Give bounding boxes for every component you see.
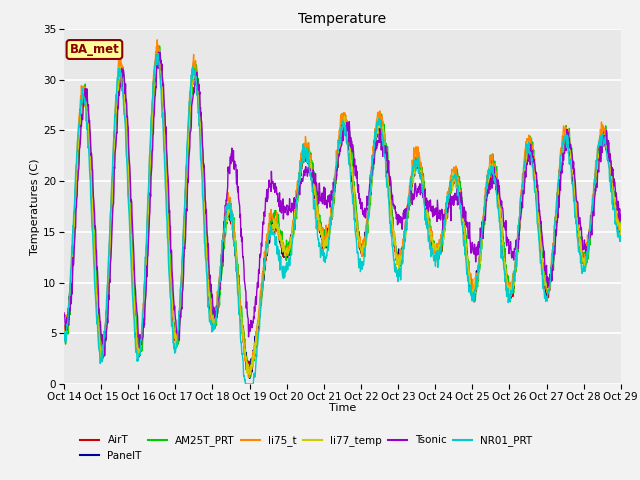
NR01_PRT <box>60 329 68 335</box>
PanelT <box>60 325 68 331</box>
NR01_PRT <box>429 255 437 261</box>
Line: AirT: AirT <box>64 56 621 377</box>
AM25T_PRT <box>156 43 163 49</box>
li75_t <box>171 336 179 341</box>
Line: NR01_PRT: NR01_PRT <box>64 53 621 384</box>
X-axis label: Time: Time <box>329 403 356 413</box>
Tsonic <box>172 312 179 317</box>
PanelT <box>171 336 179 342</box>
AM25T_PRT <box>246 374 254 380</box>
AM25T_PRT <box>184 153 192 158</box>
Line: li77_temp: li77_temp <box>64 55 621 374</box>
li77_temp <box>184 142 192 147</box>
li77_temp <box>429 243 437 249</box>
PanelT <box>247 364 255 370</box>
NR01_PRT <box>552 216 559 222</box>
NR01_PRT <box>154 50 161 56</box>
PanelT <box>552 225 559 230</box>
PanelT <box>184 131 192 137</box>
AM25T_PRT <box>502 262 510 268</box>
li77_temp <box>246 372 254 377</box>
PanelT <box>429 250 437 255</box>
li75_t <box>502 276 510 282</box>
AirT <box>502 273 510 279</box>
li75_t <box>617 222 625 228</box>
li77_temp <box>171 333 179 338</box>
AirT <box>429 242 437 248</box>
PanelT <box>155 51 163 57</box>
AM25T_PRT <box>247 371 255 377</box>
Tsonic <box>155 49 163 55</box>
AirT <box>60 327 68 333</box>
Y-axis label: Temperatures (C): Temperatures (C) <box>30 158 40 255</box>
Tsonic <box>185 164 193 169</box>
Tsonic <box>429 209 437 215</box>
Line: PanelT: PanelT <box>64 54 621 378</box>
Tsonic <box>617 218 625 224</box>
AirT <box>171 335 179 340</box>
NR01_PRT <box>617 238 625 244</box>
li75_t <box>184 122 192 128</box>
Line: li75_t: li75_t <box>64 40 621 378</box>
AM25T_PRT <box>171 327 179 333</box>
Tsonic <box>502 238 510 243</box>
li75_t <box>154 37 161 43</box>
NR01_PRT <box>184 121 192 127</box>
AM25T_PRT <box>60 333 68 339</box>
li75_t <box>247 366 255 372</box>
li75_t <box>429 240 437 246</box>
Tsonic <box>247 318 255 324</box>
AM25T_PRT <box>552 234 559 240</box>
AirT <box>184 142 192 148</box>
Tsonic <box>552 239 559 244</box>
li77_temp <box>247 362 255 368</box>
AirT <box>247 366 255 372</box>
NR01_PRT <box>171 350 179 356</box>
li77_temp <box>155 52 163 58</box>
Line: AM25T_PRT: AM25T_PRT <box>64 46 621 377</box>
Tsonic <box>60 310 68 316</box>
PanelT <box>502 269 510 275</box>
AirT <box>154 53 162 59</box>
li75_t <box>552 217 559 223</box>
Tsonic <box>100 353 108 359</box>
AM25T_PRT <box>429 243 437 249</box>
PanelT <box>617 227 625 233</box>
AirT <box>246 374 254 380</box>
NR01_PRT <box>242 381 250 387</box>
li77_temp <box>60 327 68 333</box>
li77_temp <box>617 232 625 238</box>
AirT <box>552 225 559 231</box>
AirT <box>617 226 625 231</box>
NR01_PRT <box>502 284 510 289</box>
Title: Temperature: Temperature <box>298 12 387 26</box>
li77_temp <box>502 274 510 280</box>
Text: BA_met: BA_met <box>70 43 119 56</box>
li75_t <box>60 327 68 333</box>
AM25T_PRT <box>617 227 625 233</box>
li75_t <box>245 375 253 381</box>
li77_temp <box>552 232 559 238</box>
PanelT <box>246 375 253 381</box>
Legend: AirT, PanelT, AM25T_PRT, li75_t, li77_temp, Tsonic, NR01_PRT: AirT, PanelT, AM25T_PRT, li75_t, li77_te… <box>81 435 532 461</box>
NR01_PRT <box>247 381 255 387</box>
Line: Tsonic: Tsonic <box>64 52 621 356</box>
